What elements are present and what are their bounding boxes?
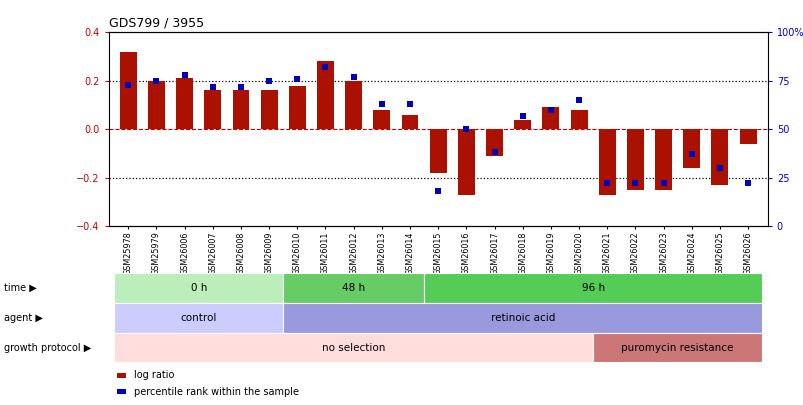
Bar: [232, 90, 249, 129]
Text: log ratio: log ratio: [134, 371, 174, 380]
Bar: [344, 81, 361, 129]
Text: GDS799 / 3955: GDS799 / 3955: [108, 17, 203, 30]
Bar: [316, 62, 333, 129]
Text: no selection: no selection: [321, 343, 385, 353]
Bar: [486, 129, 503, 156]
Bar: [654, 129, 671, 190]
Bar: [739, 129, 756, 144]
Text: growth protocol ▶: growth protocol ▶: [4, 343, 92, 353]
Bar: [711, 129, 728, 185]
Bar: [458, 129, 475, 194]
Bar: [683, 129, 699, 168]
Bar: [542, 107, 559, 129]
Text: 0 h: 0 h: [190, 283, 206, 293]
Bar: [570, 110, 587, 129]
Bar: [204, 90, 221, 129]
Text: agent ▶: agent ▶: [4, 313, 43, 323]
Bar: [401, 115, 418, 129]
Bar: [429, 129, 446, 173]
Bar: [598, 129, 615, 194]
Text: control: control: [181, 313, 217, 323]
Text: 96 h: 96 h: [581, 283, 604, 293]
Text: puromycin resistance: puromycin resistance: [621, 343, 733, 353]
Bar: [176, 79, 193, 129]
Text: retinoic acid: retinoic acid: [490, 313, 554, 323]
Bar: [148, 81, 165, 129]
Text: percentile rank within the sample: percentile rank within the sample: [134, 387, 299, 396]
Bar: [260, 90, 277, 129]
Text: 48 h: 48 h: [341, 283, 365, 293]
Bar: [626, 129, 643, 190]
Text: time ▶: time ▶: [4, 283, 37, 293]
Bar: [373, 110, 389, 129]
Bar: [120, 52, 137, 129]
Bar: [288, 85, 305, 129]
Bar: [514, 119, 531, 129]
